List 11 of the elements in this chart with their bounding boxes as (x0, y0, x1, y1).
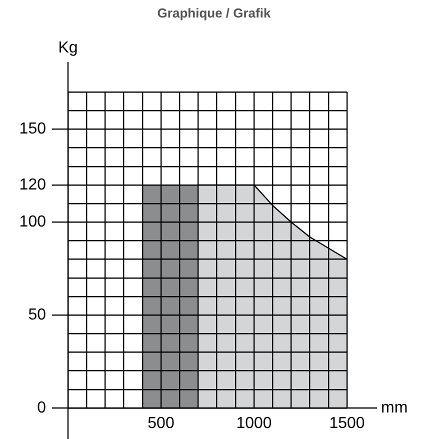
y-tick-label: 120 (19, 176, 46, 194)
x-tick-label: 1500 (329, 415, 365, 432)
chart-title: Graphique / Grafik (157, 6, 272, 21)
y-tick-label: 150 (19, 120, 46, 138)
y-axis-title: Kg (58, 39, 78, 56)
y-tick-label: 50 (28, 306, 46, 324)
y-tick-label: 100 (19, 214, 46, 231)
x-axis-title: mm (381, 399, 408, 416)
x-tick-label: 500 (148, 415, 174, 432)
x-tick-label: 1000 (236, 415, 272, 432)
y-tick-label: 0 (37, 399, 46, 416)
